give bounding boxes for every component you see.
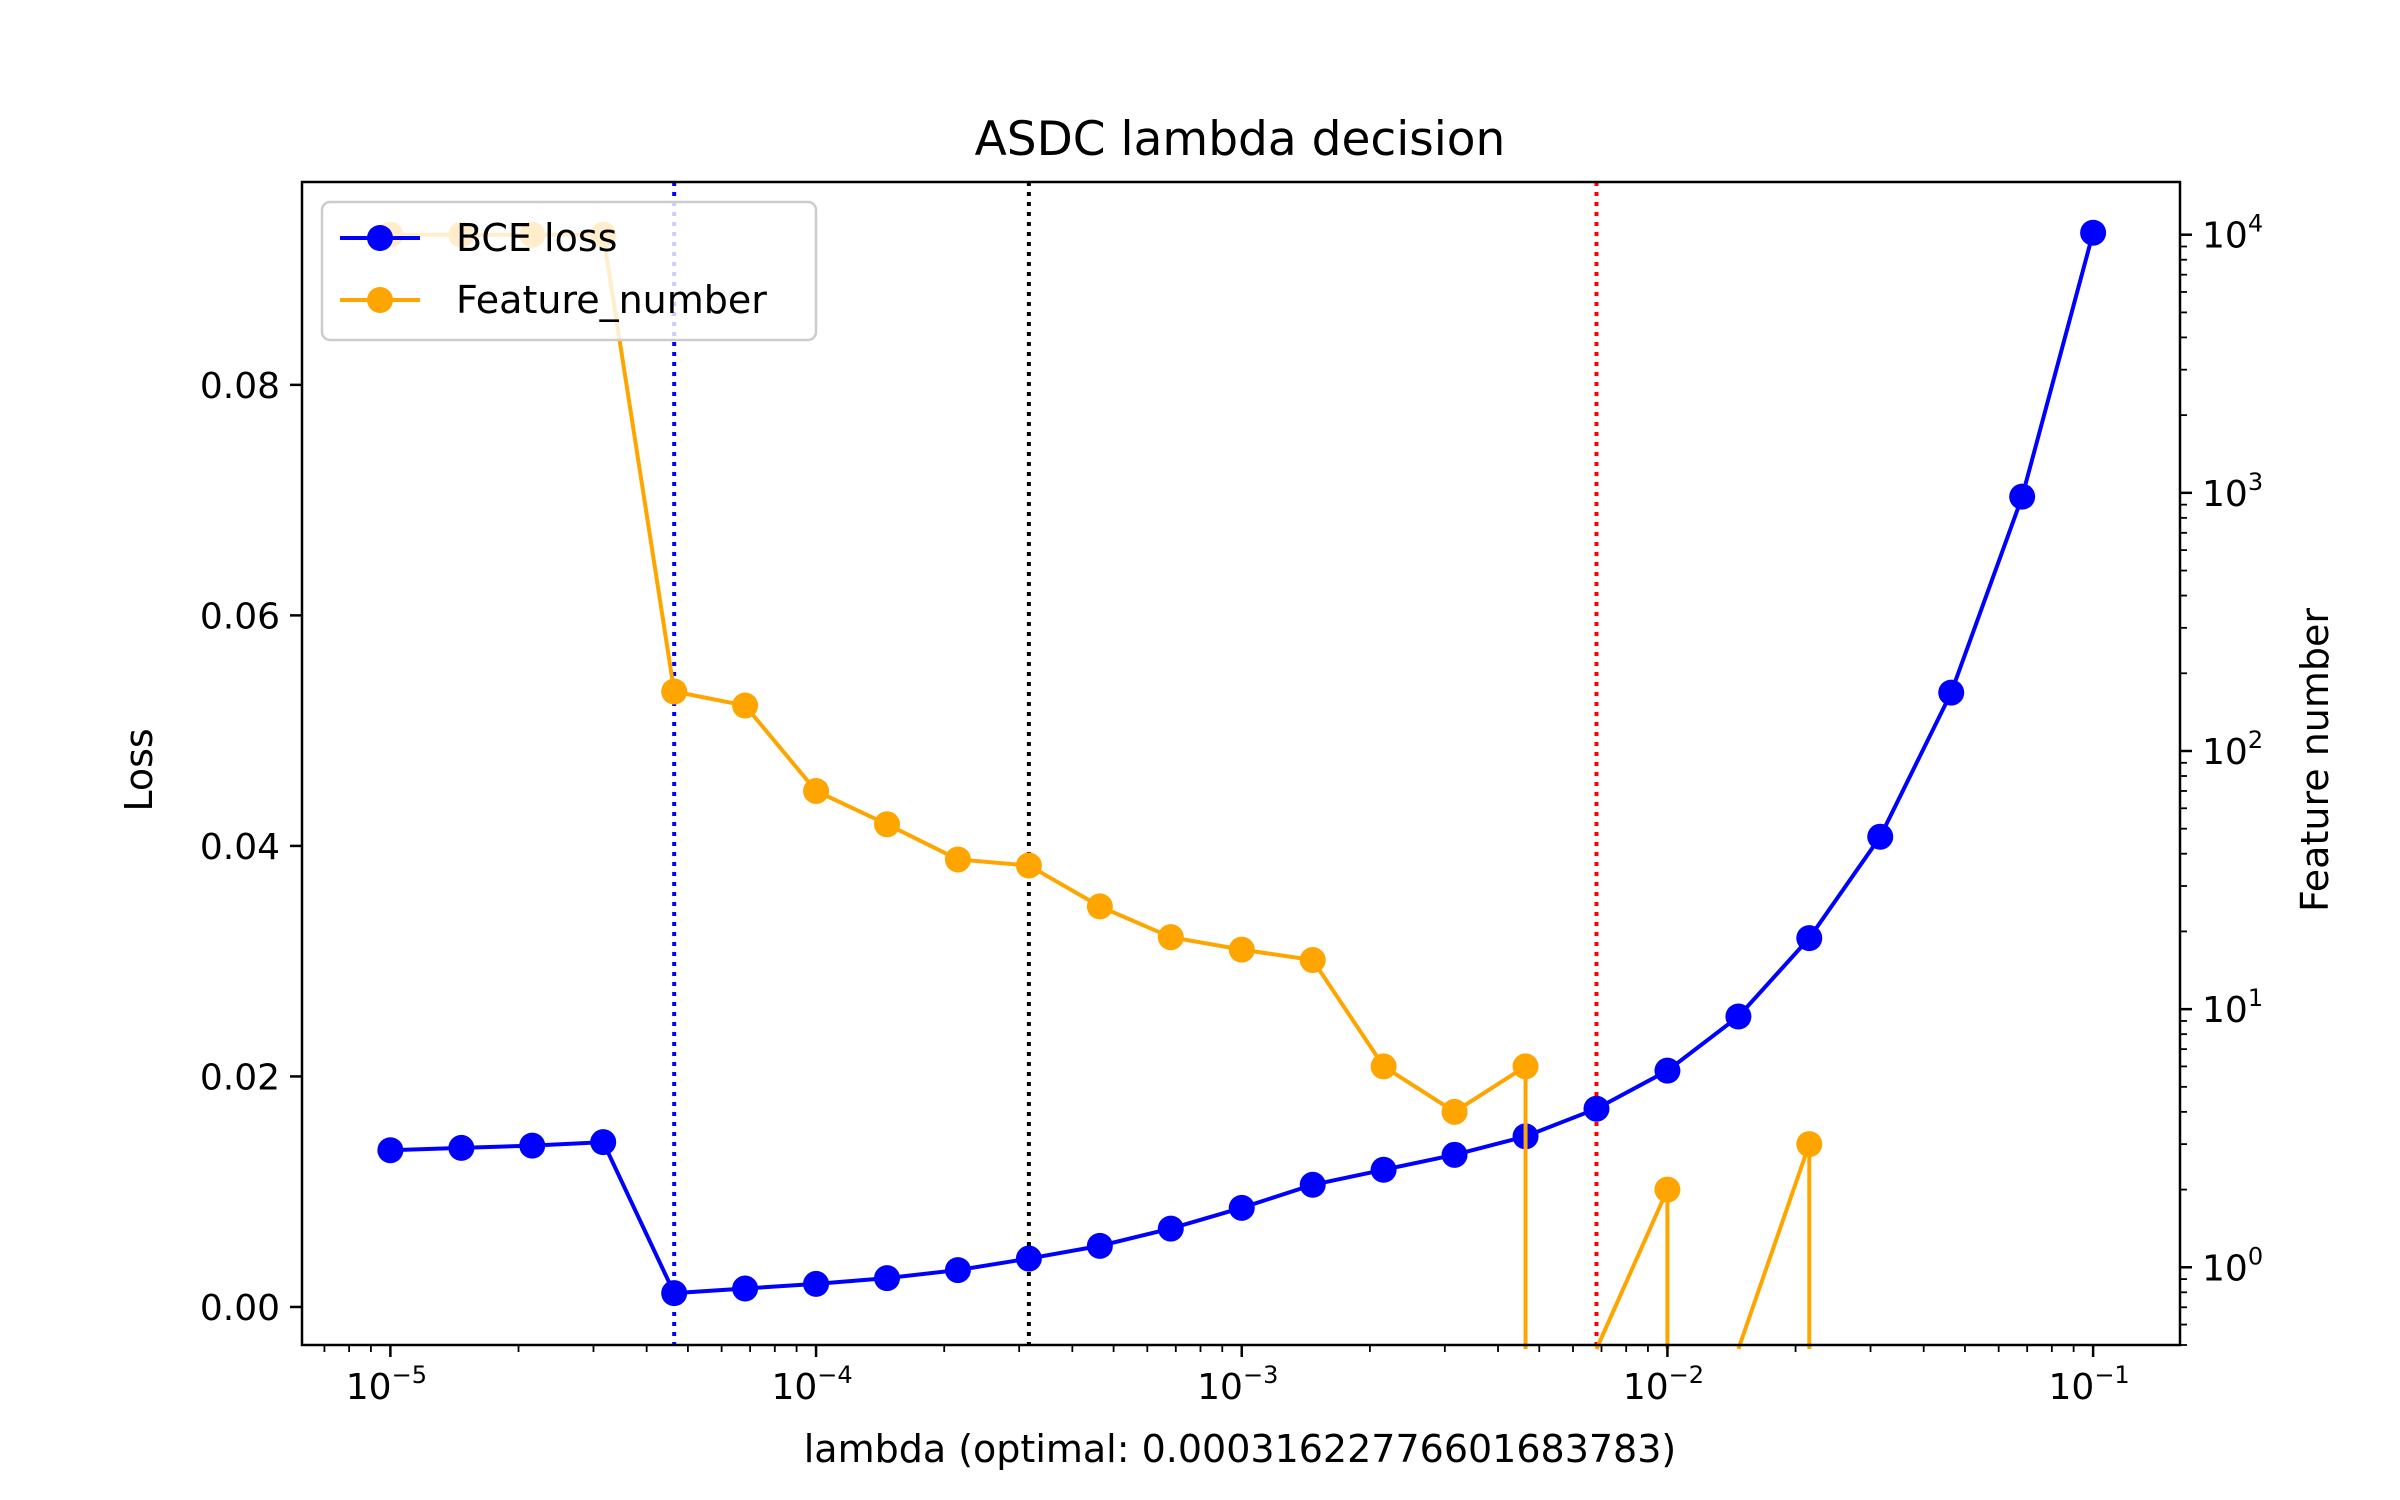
data-point	[1512, 1053, 1539, 1080]
data-point	[377, 1137, 404, 1164]
data-point	[1370, 1053, 1397, 1080]
data-point	[1583, 1095, 1610, 1122]
data-point	[1441, 1098, 1468, 1125]
legend-marker-feature-number	[367, 287, 393, 313]
data-point	[1228, 936, 1255, 963]
legend-box	[320, 200, 818, 342]
data-point	[803, 1270, 830, 1297]
data-point	[874, 1265, 901, 1292]
data-point	[1299, 1171, 1326, 1198]
y2-tick-label: 104	[2202, 210, 2263, 257]
data-point	[1228, 1194, 1255, 1221]
data-point	[1157, 924, 1184, 951]
y2-tick-label: 100	[2202, 1242, 2263, 1289]
series-0	[377, 219, 2107, 1307]
series-line-1-1	[1594, 1188, 1670, 1350]
y-tick-label: 0.08	[200, 366, 280, 407]
data-point	[803, 777, 830, 804]
x-tick-label: 10−1	[2049, 1361, 2130, 1408]
reference-lines	[672, 182, 1599, 1345]
legend: BCE loss Feature_number	[320, 200, 818, 342]
series-line-1-2	[1736, 1143, 1812, 1350]
data-point	[1441, 1141, 1468, 1168]
data-point	[2009, 483, 2036, 510]
y2-axis-label: Feature number	[2293, 608, 2337, 912]
y-axis-label: Loss	[117, 728, 161, 811]
data-point	[944, 846, 971, 873]
series-1	[377, 221, 1823, 1350]
data-point	[1725, 1003, 1752, 1030]
y2-tick-label: 102	[2202, 726, 2263, 773]
data-point	[1654, 1176, 1681, 1203]
data-point	[1370, 1156, 1397, 1183]
plot-frame	[300, 180, 2182, 1347]
data-point	[1938, 679, 1965, 706]
series-layer	[377, 219, 2107, 1350]
data-point	[1157, 1215, 1184, 1242]
data-point	[944, 1257, 971, 1284]
legend-marker-bce-loss	[367, 225, 393, 251]
data-point	[1015, 1245, 1042, 1272]
data-point	[2080, 219, 2107, 246]
data-point	[661, 678, 688, 705]
y2-tick-label: 101	[2202, 984, 2263, 1031]
data-point	[1654, 1057, 1681, 1084]
data-point	[448, 1134, 475, 1161]
chart-title: ASDC lambda decision	[975, 112, 1506, 167]
data-point	[590, 1129, 617, 1156]
x-tick-label: 10−3	[1197, 1361, 1278, 1408]
legend-label-bce-loss: BCE loss	[456, 216, 617, 260]
data-point	[1867, 823, 1894, 850]
y-tick-label: 0.04	[200, 827, 280, 868]
data-point	[661, 1280, 688, 1307]
series-line-1-0	[390, 232, 1528, 1349]
data-point	[732, 1275, 759, 1302]
data-point	[732, 692, 759, 719]
data-point	[1086, 893, 1113, 920]
x-axis-label: lambda (optimal: 0.00031622776601683783)	[804, 1427, 1676, 1471]
series-line-0	[390, 232, 2096, 1296]
x-tick-label: 10−5	[346, 1361, 427, 1408]
data-point	[1086, 1232, 1113, 1259]
data-point	[874, 811, 901, 838]
y-tick-label: 0.02	[200, 1057, 280, 1098]
legend-label-feature-number: Feature_number	[456, 278, 767, 322]
data-point	[519, 1132, 546, 1159]
data-point	[1299, 947, 1326, 974]
data-point	[1796, 1131, 1823, 1158]
y-tick-label: 0.00	[200, 1288, 280, 1329]
data-point	[1015, 852, 1042, 879]
x-tick-label: 10−2	[1623, 1361, 1704, 1408]
y2-tick-label: 103	[2202, 468, 2263, 515]
y-tick-label: 0.06	[200, 596, 280, 637]
x-tick-label: 10−4	[771, 1361, 852, 1408]
data-point	[1796, 925, 1823, 952]
axes-layer: 10−5 10−4 10−3 10−2 10−1 0.00 0.02 0.04 0.06 0.08…	[200, 210, 2263, 1408]
